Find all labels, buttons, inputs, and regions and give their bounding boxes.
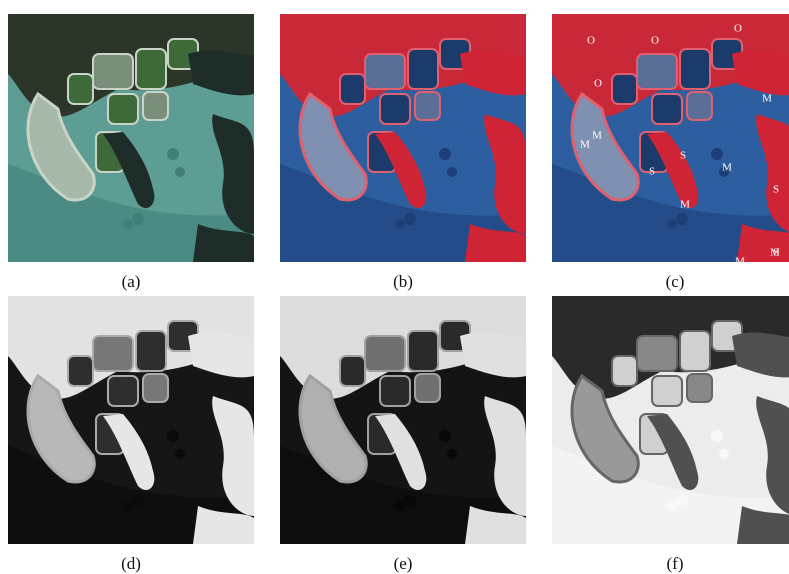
region-annotation: S: [773, 247, 779, 259]
region-annotation: S: [680, 150, 686, 162]
image-region: [108, 376, 138, 406]
image-region: [365, 54, 405, 89]
panel-caption: (c): [552, 272, 789, 292]
image-region: [408, 49, 438, 89]
panel-caption: (b): [280, 272, 526, 292]
image-panel: [280, 296, 526, 544]
image-panel: [552, 296, 789, 544]
image-region: [167, 148, 179, 160]
image-region: [123, 501, 133, 511]
panel-caption: (e): [280, 554, 526, 574]
image-region: [404, 495, 416, 507]
image-region: [612, 356, 637, 386]
region-annotation: O: [594, 78, 602, 90]
image-region: [136, 331, 166, 371]
image-region: [108, 94, 138, 124]
region-annotation: O: [587, 35, 595, 47]
panel-caption: (a): [8, 272, 254, 292]
image-panel: [8, 296, 254, 544]
image-region: [667, 219, 677, 229]
image-region: [68, 356, 93, 386]
image-region: [132, 495, 144, 507]
image-region: [652, 376, 682, 406]
image-region: [711, 148, 723, 160]
image-region: [408, 331, 438, 371]
region-annotation: S: [773, 184, 779, 196]
image-panel: [280, 14, 526, 262]
image-region: [447, 167, 457, 177]
region-annotation: S: [649, 166, 655, 178]
image-region: [340, 74, 365, 104]
image-region: [68, 74, 93, 104]
image-region: [143, 374, 168, 402]
image-panel: [8, 14, 254, 262]
image-region: [637, 54, 677, 89]
image-region: [395, 501, 405, 511]
region-annotation: M: [580, 139, 590, 151]
region-annotation: M: [592, 130, 602, 142]
image-region: [439, 430, 451, 442]
image-region: [175, 449, 185, 459]
image-region: [687, 374, 712, 402]
image-region: [93, 54, 133, 89]
image-region: [136, 49, 166, 89]
image-region: [652, 94, 682, 124]
region-annotation: O: [651, 35, 659, 47]
image-region: [404, 213, 416, 225]
panel-caption: (f): [552, 554, 789, 574]
figure: (a)(b)OOOOMMSMMSMSMMS(c)(d)(e)(f) (() =>…: [0, 0, 789, 574]
image-region: [415, 92, 440, 120]
image-region: [380, 94, 410, 124]
image-region: [143, 92, 168, 120]
image-region: [395, 219, 405, 229]
image-region: [612, 74, 637, 104]
region-annotation: O: [734, 23, 742, 35]
image-region: [365, 336, 405, 371]
image-region: [123, 219, 133, 229]
region-annotation: M: [680, 199, 690, 211]
region-annotation: M: [722, 162, 732, 174]
image-region: [680, 49, 710, 89]
image-region: [415, 374, 440, 402]
image-region: [680, 331, 710, 371]
image-region: [340, 356, 365, 386]
image-region: [167, 430, 179, 442]
image-region: [447, 449, 457, 459]
image-region: [667, 501, 677, 511]
image-region: [175, 167, 185, 177]
image-region: [93, 336, 133, 371]
image-region: [687, 92, 712, 120]
region-annotation: M: [735, 256, 745, 262]
region-annotation: M: [762, 93, 772, 105]
panel-caption: (d): [8, 554, 254, 574]
image-region: [676, 213, 688, 225]
image-region: [132, 213, 144, 225]
image-region: [439, 148, 451, 160]
image-region: [637, 336, 677, 371]
image-region: [711, 430, 723, 442]
image-region: [380, 376, 410, 406]
image-region: [719, 449, 729, 459]
image-region: [676, 495, 688, 507]
